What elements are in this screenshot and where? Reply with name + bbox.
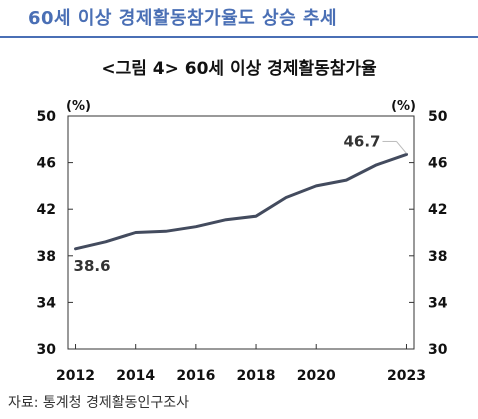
y-tick-label-left: 34	[37, 295, 57, 311]
y-tick-label-right: 46	[428, 156, 447, 172]
data-label-start: 38.6	[74, 257, 111, 275]
x-tick-label: 2014	[116, 368, 155, 384]
y-tick-label-left: 42	[37, 202, 56, 218]
y-unit-label-left: (%)	[66, 99, 91, 114]
y-tick-label-right: 38	[428, 249, 447, 265]
y-tick-label-right: 50	[428, 109, 448, 125]
chart-title: <그림 4> 60세 이상 경제활동참가율	[101, 59, 377, 79]
x-tick-label: 2020	[297, 368, 336, 384]
data-label-end: 46.7	[343, 132, 380, 150]
title-divider	[0, 36, 478, 38]
y-unit-label-right: (%)	[391, 99, 416, 114]
y-tick-label-left: 46	[37, 156, 56, 172]
source-note: 자료: 통계청 경제활동인구조사	[8, 395, 190, 411]
y-tick-label-right: 42	[428, 202, 447, 218]
y-tick-label-right: 30	[428, 342, 448, 358]
series-line	[74, 152, 408, 251]
page-title: 60세 이상 경제활동참가율도 상승 추세	[28, 8, 338, 29]
x-tick-label: 2012	[56, 368, 95, 384]
x-tick-label: 2016	[176, 368, 215, 384]
y-tick-label-right: 34	[428, 295, 448, 311]
y-tick-label-left: 38	[37, 249, 56, 265]
y-tick-label-left: 30	[37, 342, 57, 358]
callout-line	[396, 141, 407, 154]
y-tick-label-left: 50	[37, 109, 57, 125]
plot-frame	[67, 115, 415, 350]
x-tick-label: 2018	[237, 368, 276, 384]
x-tick-label: 2023	[387, 368, 426, 384]
